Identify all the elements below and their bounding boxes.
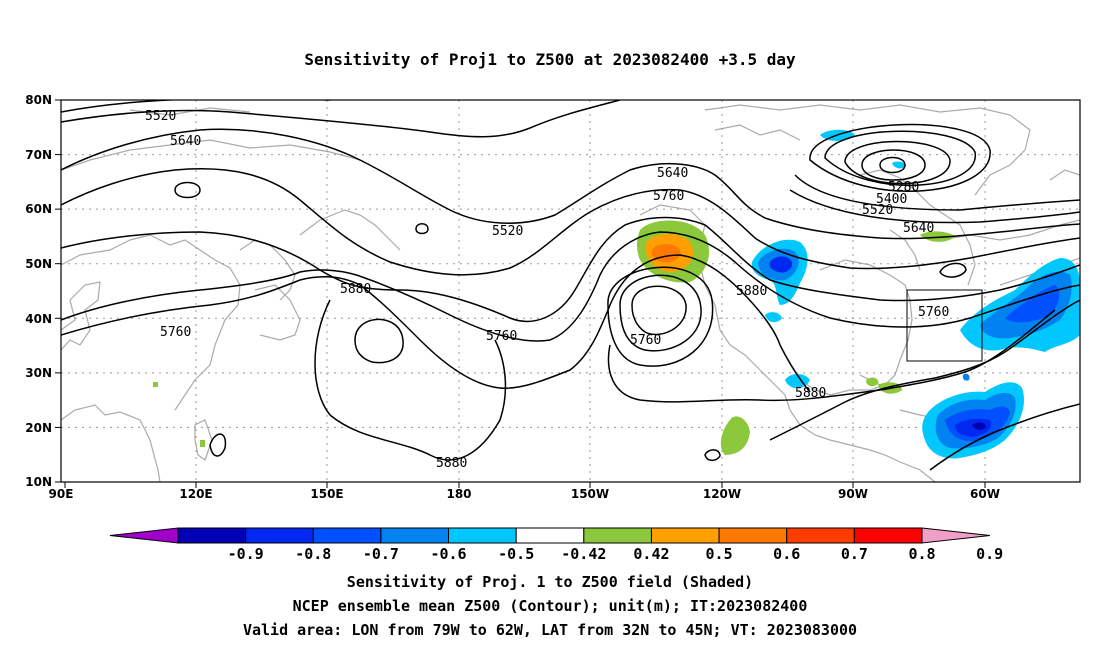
colorbar-segment [448, 527, 517, 544]
lon-label: 120E [179, 487, 212, 501]
contour-label: 5760 [653, 189, 684, 204]
contour-label: 5760 [630, 333, 661, 348]
axis-ticks [55, 99, 986, 488]
contour-labels: 5520 5640 5760 5880 5520 5640 5760 5760 … [145, 109, 949, 471]
z500-contours [61, 100, 1080, 471]
colorbar-label: 0.9 [976, 545, 1003, 563]
lat-label: 20N [25, 421, 52, 435]
lat-label: 10N [25, 475, 52, 489]
coastlines [61, 104, 1080, 482]
colorbar-segment [312, 527, 382, 544]
colorbar-extend-low [109, 527, 179, 544]
colorbar-label: -0.8 [295, 545, 331, 563]
contour-label: 5760 [486, 329, 517, 344]
colorbar-label: -0.9 [228, 545, 264, 563]
colorbar-segment [177, 527, 247, 544]
lat-label: 70N [25, 148, 52, 162]
contour-label: 5880 [340, 282, 371, 297]
lon-label: 150W [571, 487, 609, 501]
valid-area-box [906, 289, 983, 362]
colorbar-label: 0.8 [908, 545, 935, 563]
sensitivity-shading [153, 129, 1080, 459]
contour-label: 5520 [145, 109, 176, 124]
contour-label: 5640 [903, 221, 934, 236]
colorbar-label: -0.42 [561, 545, 606, 563]
contour-label: 5760 [160, 325, 191, 340]
contour-label: 5640 [657, 166, 688, 181]
colorbar-label: 0.42 [633, 545, 669, 563]
colorbar-label: 0.6 [773, 545, 800, 563]
contour-label: 5760 [918, 305, 949, 320]
contour-label: 5640 [170, 134, 201, 149]
colorbar-segment [515, 527, 585, 544]
lon-label: 180 [446, 487, 471, 501]
lon-label: 150E [310, 487, 343, 501]
colorbar-segment [718, 527, 788, 544]
contour-label: 5520 [492, 224, 523, 239]
contour-label: 5880 [795, 386, 826, 401]
colorbar-label: -0.7 [363, 545, 399, 563]
colorbar-segment [786, 527, 855, 544]
colorbar-segment [380, 527, 450, 544]
lat-labels: 80N 70N 60N 50N 40N 30N 20N 10N [25, 93, 52, 489]
colorbar-label: 0.7 [841, 545, 868, 563]
lon-label: 60W [970, 487, 1000, 501]
lon-label: 90E [49, 487, 74, 501]
colorbar-segment [245, 527, 314, 544]
colorbar-label: 0.5 [706, 545, 733, 563]
colorbar-segment [650, 527, 720, 544]
lat-label: 60N [25, 202, 52, 216]
lon-label: 120W [703, 487, 741, 501]
caption-valid-area: Valid area: LON from 79W to 62W, LAT fro… [242, 621, 858, 639]
colorbar-segment [583, 527, 652, 544]
lat-label: 30N [25, 366, 52, 380]
lat-label: 40N [25, 312, 52, 326]
lat-label: 80N [25, 93, 52, 107]
map-title: Sensitivity of Proj1 to Z500 at 20230824… [304, 50, 796, 69]
colorbar-label: -0.5 [498, 545, 534, 563]
graticule [61, 100, 1080, 482]
lon-labels: 90E 120E 150E 180 150W 120W 90W 60W [49, 487, 1000, 501]
contour-label: 5280 [888, 180, 919, 195]
contour-label: 5520 [862, 203, 893, 218]
colorbar-label: -0.6 [430, 545, 466, 563]
colorbar-segment [853, 527, 923, 544]
contour-label: 5400 [876, 192, 907, 207]
lon-label: 90W [838, 487, 868, 501]
contour-label: 5880 [736, 284, 767, 299]
contour-label: 5880 [436, 456, 467, 471]
map-frame [60, 99, 1081, 483]
colorbar-extend-high [921, 527, 991, 544]
colorbar: -0.9 -0.8 -0.7 -0.6 -0.5 -0.42 0.42 0.5 0.6 0.7 0.… [109, 527, 1003, 563]
lat-label: 50N [25, 257, 52, 271]
caption-contour: NCEP ensemble mean Z500 (Contour); unit(… [292, 597, 808, 615]
caption-shaded: Sensitivity of Proj. 1 to Z500 field (Sh… [346, 573, 754, 591]
